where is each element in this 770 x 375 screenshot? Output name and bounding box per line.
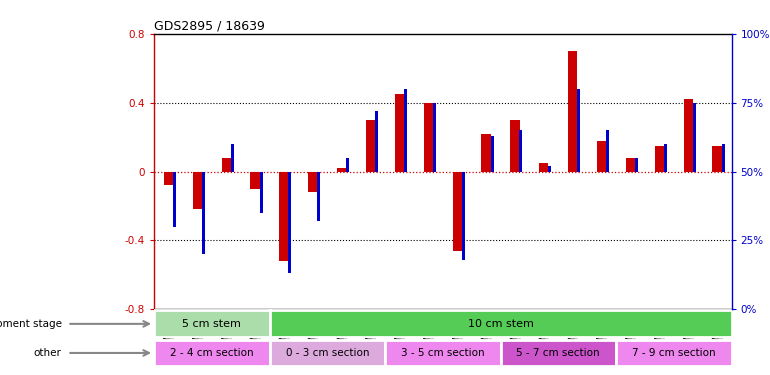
Bar (433, 103, 436, 171)
Bar (404, 89, 407, 171)
Bar (202, 171, 205, 254)
Text: development stage: development stage (0, 319, 62, 329)
Bar (453, 171, 462, 251)
Bar (693, 103, 695, 171)
Bar (317, 171, 320, 221)
Bar (154, 340, 270, 366)
Text: 7 - 9 cm section: 7 - 9 cm section (632, 348, 715, 358)
Bar (385, 340, 500, 366)
Text: 10 cm stem: 10 cm stem (467, 319, 534, 329)
Bar (539, 163, 548, 171)
Bar (481, 134, 490, 171)
Bar (635, 158, 638, 171)
Bar (192, 171, 202, 209)
Bar (578, 89, 580, 171)
Bar (280, 171, 289, 261)
Bar (270, 310, 732, 337)
Bar (664, 144, 667, 171)
Text: 5 - 7 cm section: 5 - 7 cm section (517, 348, 600, 358)
Bar (308, 171, 317, 192)
Bar (721, 144, 725, 171)
Bar (606, 130, 609, 171)
Bar (654, 146, 664, 171)
Bar (462, 171, 464, 260)
Bar (684, 99, 693, 171)
Bar (597, 141, 606, 171)
Bar (164, 171, 173, 185)
Bar (548, 166, 551, 171)
Bar (250, 171, 259, 189)
Bar (259, 171, 263, 213)
Bar (424, 103, 433, 171)
Bar (626, 158, 635, 171)
Bar (511, 120, 520, 171)
Text: other: other (34, 348, 62, 358)
Bar (375, 111, 378, 171)
Text: 5 cm stem: 5 cm stem (182, 319, 241, 329)
Bar (568, 51, 578, 171)
Bar (616, 340, 731, 366)
Text: 0 - 3 cm section: 0 - 3 cm section (286, 348, 369, 358)
Bar (270, 340, 385, 366)
Text: 3 - 5 cm section: 3 - 5 cm section (401, 348, 484, 358)
Bar (500, 340, 616, 366)
Bar (222, 158, 231, 171)
Bar (520, 130, 522, 171)
Bar (366, 120, 375, 171)
Bar (712, 146, 721, 171)
Text: 2 - 4 cm section: 2 - 4 cm section (170, 348, 253, 358)
Bar (490, 136, 494, 171)
Bar (289, 171, 291, 273)
Bar (173, 171, 176, 226)
Bar (337, 168, 346, 171)
Bar (395, 94, 404, 171)
Bar (231, 144, 233, 171)
Text: GDS2895 / 18639: GDS2895 / 18639 (154, 20, 265, 33)
Bar (154, 310, 270, 337)
Bar (346, 158, 349, 171)
